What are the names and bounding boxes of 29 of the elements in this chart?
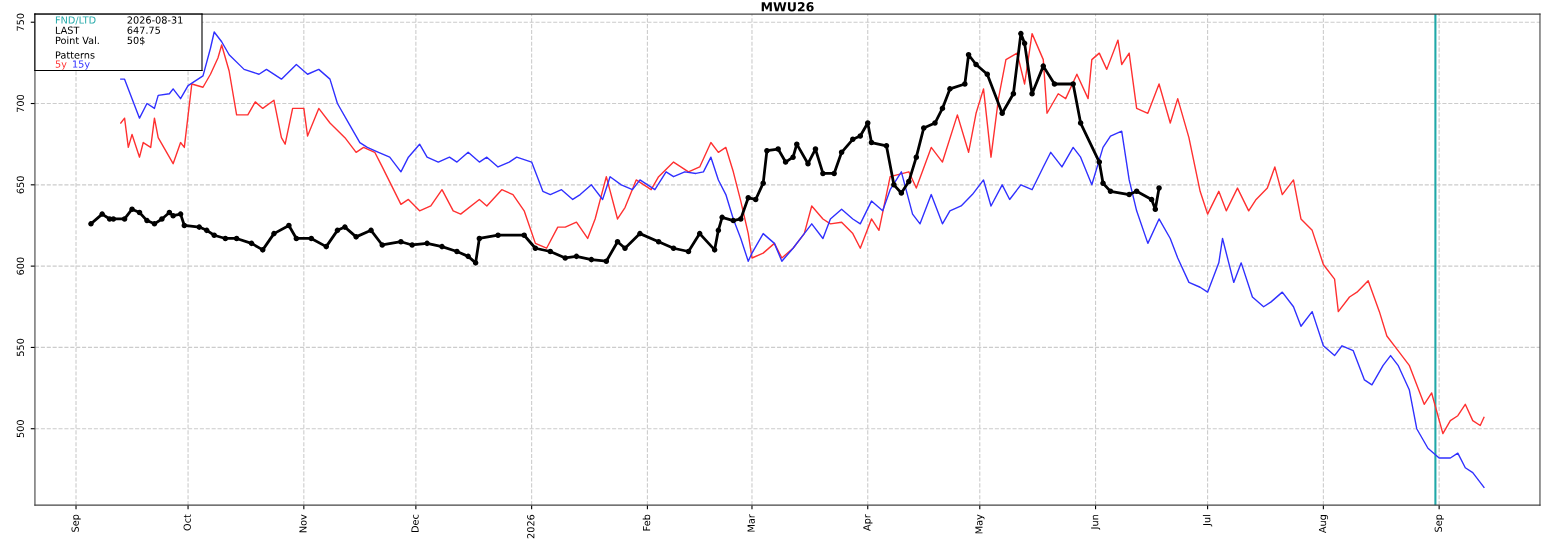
annotation: 647.75 [127,26,160,34]
x-tick-label: Dec [411,514,419,533]
text: 5y [55,60,67,70]
x-tick-label: Feb [642,514,651,531]
x-tick-label: May [975,514,985,534]
x-tick-label: Nov [299,514,307,533]
annotation: 50$ [127,36,145,46]
x-tick-label: Apr [863,514,873,531]
x-tick-label: Sep [1434,514,1444,532]
chart-title: MWU26 [761,2,814,12]
ref-line-label: FND/LTD [55,16,96,25]
annotation: Point Val. [55,36,99,45]
annotation: 2026-08-31 [127,16,183,24]
x-tick-label: Oct [183,514,191,531]
y-tick-label: 700 [16,94,25,112]
text: 15y [73,60,90,70]
y-tick-label: 550 [16,338,25,356]
x-tick-label: Mar [747,514,755,532]
x-tick-label: Aug [1318,515,1329,534]
x-tick-label: 2026 [527,514,535,539]
y-tick-label: 650 [16,176,25,194]
y-tick-label: 750 [16,13,25,31]
x-tick-label: Jul [1202,515,1213,527]
annotation: Patterns [55,51,95,59]
y-tick-label: 500 [16,420,25,438]
x-tick-label: Jun [1091,515,1101,530]
y-tick-label: 600 [16,257,25,275]
x-tick-label: Sep [71,514,81,532]
annotation: LAST [55,26,80,34]
